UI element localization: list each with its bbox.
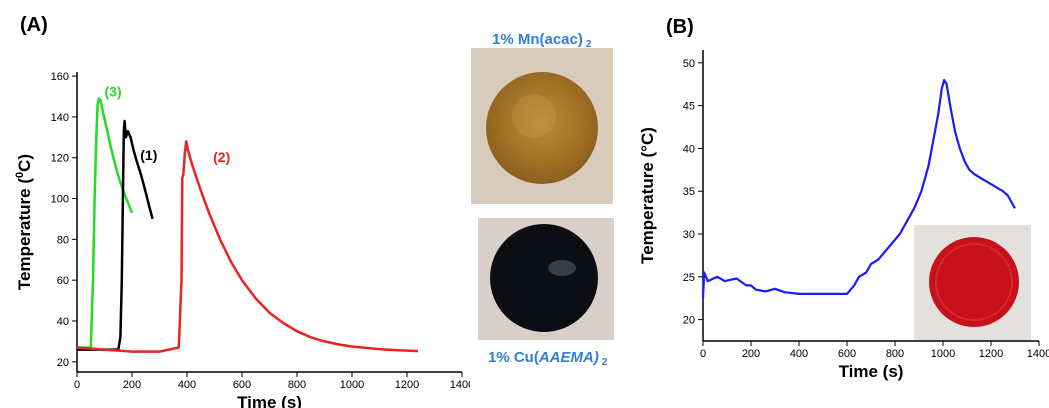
- y-tick-label: 40: [683, 143, 695, 155]
- y-axis-title: Temperature (°C): [638, 127, 657, 264]
- red-disc: [929, 237, 1019, 327]
- x-tick-label: 200: [742, 348, 760, 360]
- photo-bottom-caption: 1% Cu(AAEMA) 2: [488, 349, 608, 368]
- x-tick-label: 1200: [979, 348, 1003, 360]
- x-tick-label: 200: [123, 379, 141, 391]
- x-axis-title: Time (s): [839, 362, 904, 381]
- y-tick-label: 160: [51, 71, 69, 83]
- chart-a: 0 200 400 600 800 1000 1200 1400 20 40 60 80 100 120 1…: [14, 71, 470, 408]
- y-tick-label: 80: [57, 234, 69, 246]
- y-tick-label: 45: [683, 101, 695, 113]
- x-tick-label: 400: [178, 379, 196, 391]
- y-tick-label: 20: [683, 315, 695, 327]
- y-tick-label: 100: [51, 194, 69, 206]
- panel-a-label: (A): [20, 14, 48, 36]
- y-tick-label: 140: [51, 112, 69, 124]
- y-axis-title: Temperature (0C): [14, 154, 34, 290]
- series-line-3: [76, 140, 419, 353]
- x-tick-label: 1200: [395, 379, 419, 391]
- cu-disc: [490, 224, 598, 332]
- x-tick-label: 1000: [931, 348, 955, 360]
- x-tick-label: 800: [886, 348, 904, 360]
- series-line-1: [77, 97, 134, 349]
- y-tick-label: 25: [683, 272, 695, 284]
- y-tick-label: 30: [683, 229, 695, 241]
- y-tick-label: 50: [683, 58, 695, 70]
- series-annotation-1: (3): [105, 83, 122, 99]
- series-line-1: [701, 78, 1016, 299]
- x-tick-label: 800: [288, 379, 306, 391]
- y-tick-label: 40: [57, 316, 69, 328]
- sample-photos: 1% Mn(acac) 2 1% Cu(AAEMA) 2: [471, 31, 614, 368]
- red-disc-rim: [935, 243, 1013, 321]
- y-tick-label: 20: [57, 357, 69, 369]
- series-line-2: [77, 119, 154, 351]
- mn-disc-texture: [512, 94, 556, 138]
- mn-disc: [486, 72, 598, 184]
- x-tick-label: 0: [700, 348, 706, 360]
- y-tick-label: 120: [51, 153, 69, 165]
- x-tick-label: 1000: [340, 379, 364, 391]
- series-annotation-2: (1): [140, 147, 157, 163]
- x-tick-label: 600: [233, 379, 251, 391]
- cu-disc-gloss: [548, 260, 576, 276]
- x-tick-label: 1400: [450, 379, 470, 391]
- series-annotation-3: (2): [213, 149, 230, 165]
- y-tick-label: 60: [57, 275, 69, 287]
- x-tick-label: 1400: [1027, 348, 1049, 360]
- photo-top-caption: 1% Mn(acac) 2: [492, 31, 592, 50]
- x-axis-title: Time (s): [237, 393, 302, 408]
- x-tick-label: 600: [838, 348, 856, 360]
- x-tick-label: 400: [790, 348, 808, 360]
- x-tick-label: 0: [74, 379, 80, 391]
- y-tick-label: 35: [683, 186, 695, 198]
- panel-b-label: (B): [666, 16, 694, 38]
- chart-b: 0 200 400 600 800 1000 1200 1400 20 25 30 35 40 45 50 T…: [638, 50, 1049, 381]
